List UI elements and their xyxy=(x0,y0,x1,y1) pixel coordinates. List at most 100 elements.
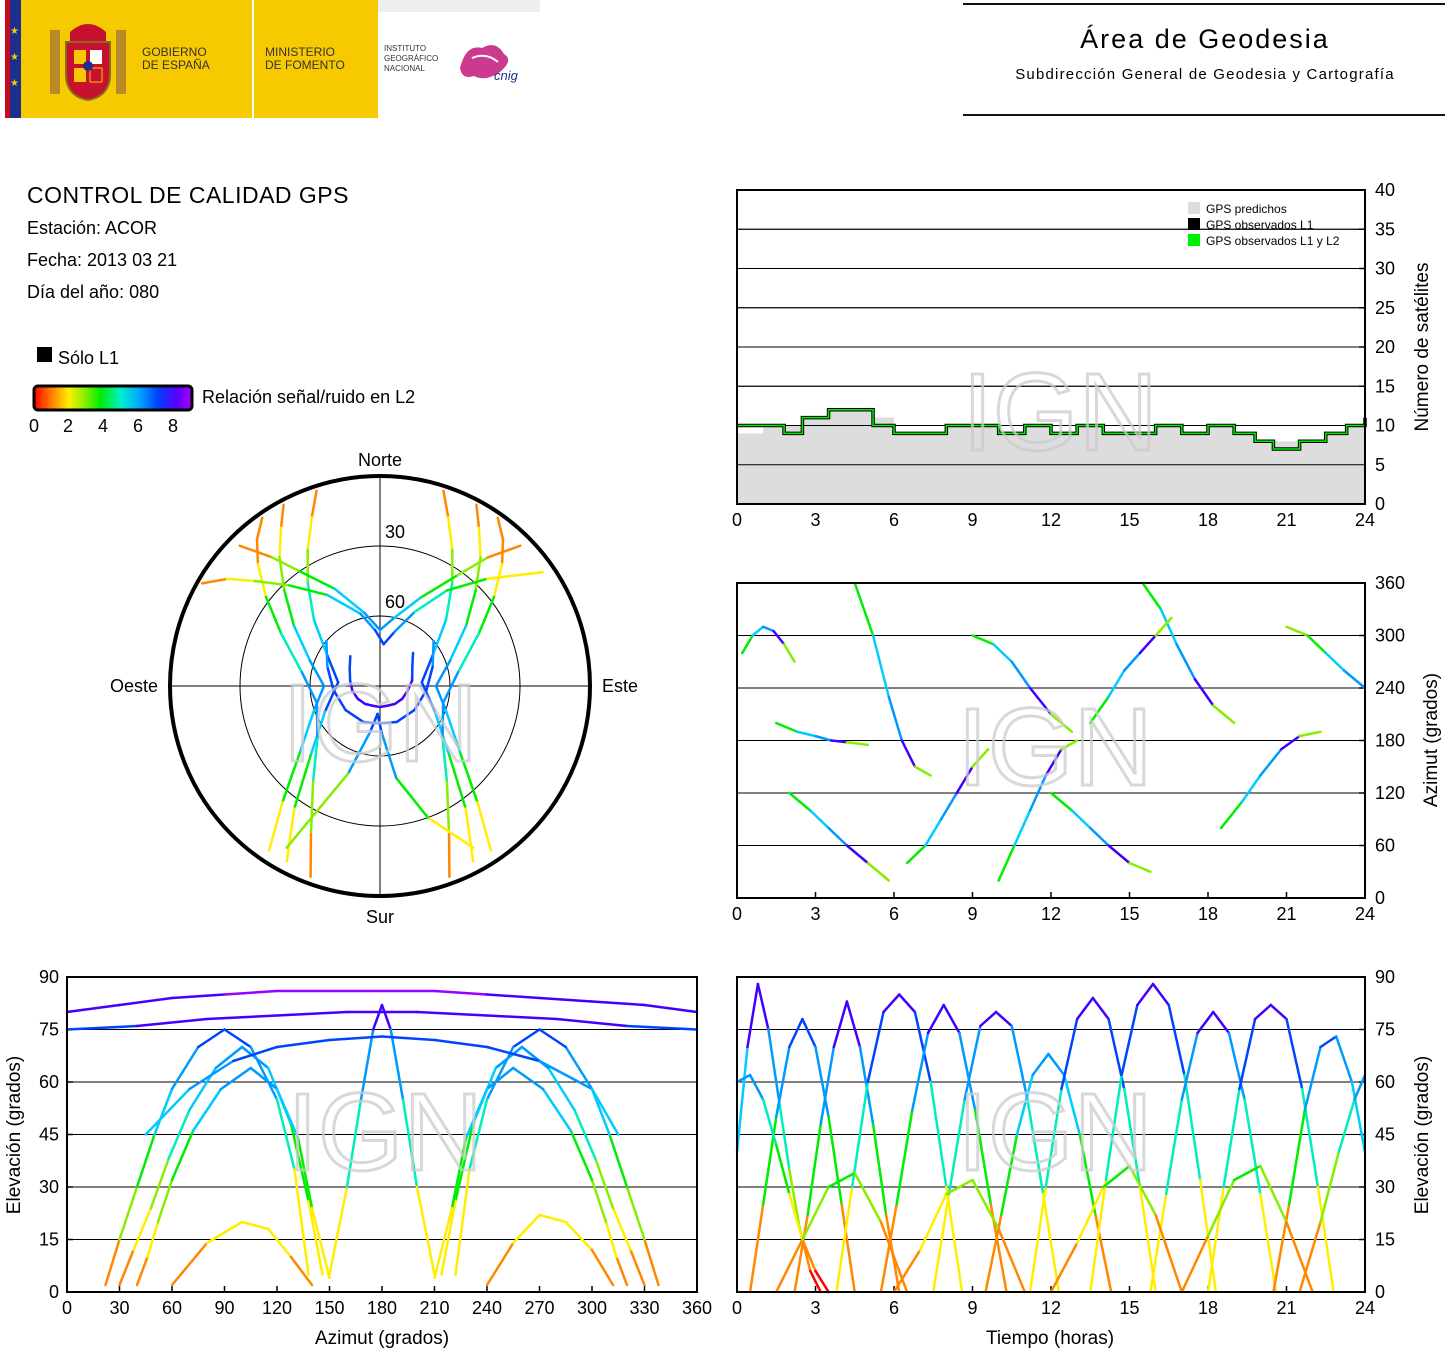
elevation_azimuth-track-7 xyxy=(275,1010,349,1017)
elev-az-xlabel: Azimut (grados) xyxy=(315,1328,449,1349)
elevation_azimuth-track-8 xyxy=(345,1098,363,1189)
elevation_azimuth-track-3 xyxy=(625,1185,646,1241)
azimuth_time-track-4 xyxy=(1028,686,1053,716)
elevation_azimuth-track-11 xyxy=(538,1213,567,1224)
elevation_azimuth-track-1 xyxy=(118,1248,135,1287)
skyplot-track-5 xyxy=(309,780,315,836)
elevation_azimuth-track-6 xyxy=(433,989,489,996)
elevation_time-track-14 xyxy=(945,1178,974,1196)
elevation_time-track-10 xyxy=(1269,1003,1288,1021)
skyplot-track-3 xyxy=(281,752,301,804)
elevation_time-xtick-label: 18 xyxy=(1198,1298,1218,1318)
skyplot-track-10 xyxy=(298,570,336,590)
solo-l1-swatch xyxy=(37,347,52,362)
elevation_time-track-4 xyxy=(958,1031,977,1112)
elevation_azimuth-chart: 0 15 30 45 60 75 90 0 30 60 90 120 150 180 210 240 270 30… xyxy=(4,967,712,1349)
skyplot-track-10 xyxy=(333,587,366,615)
elevation_time-track-9 xyxy=(1211,1010,1231,1035)
elevation_time-track-4 xyxy=(895,1108,914,1206)
elevation_time-track-2 xyxy=(832,1000,849,1049)
elevation_time-track-8 xyxy=(1104,1073,1123,1182)
azimuth_time-track-10 xyxy=(997,844,1016,882)
elevation_azimuth-track-4 xyxy=(573,1108,597,1161)
elevation_azimuth-track-5 xyxy=(569,1129,594,1182)
elevation_azimuth-track-7 xyxy=(65,1024,139,1031)
elevation_time-track-14 xyxy=(918,1192,948,1252)
elev-time-ylabel: Elevación (grados) xyxy=(1412,1056,1433,1214)
azimuth_time-track-10 xyxy=(1028,774,1048,812)
svg-text:★: ★ xyxy=(10,78,19,89)
skyplot-track-6 xyxy=(393,697,404,706)
elevation_time-track-7 xyxy=(1044,1087,1063,1189)
elevation_time-track-6 xyxy=(1015,1073,1034,1136)
elevation_azimuth-track-0 xyxy=(293,1168,310,1276)
elevation_azimuth-track-3 xyxy=(608,1133,629,1189)
satellites-ytick-label: 0 xyxy=(1375,494,1385,514)
elevation_time-track-4 xyxy=(911,1031,930,1112)
skyplot-track-0 xyxy=(475,503,481,529)
elevation_time-track-0 xyxy=(746,982,760,1049)
elevation_time-xtick-label: 24 xyxy=(1355,1298,1375,1318)
azimuth_time-track-10 xyxy=(1044,748,1063,777)
azimuth_time-chart: 0 60 120 180 240 300 360 0 3 6 9 12 15 18 21 24 Azimut (… xyxy=(732,573,1442,924)
elevation_time-track-2 xyxy=(845,1000,862,1049)
azimuth_time-track-11 xyxy=(1154,616,1173,637)
skyplot-track-1 xyxy=(448,754,467,810)
elevation_time-track-2 xyxy=(793,1213,809,1294)
elevation_time-xtick-label: 0 xyxy=(732,1298,742,1318)
elevation_azimuth-ytick-label: 75 xyxy=(39,1020,59,1040)
elevation_time-track-13 xyxy=(775,1238,804,1294)
snr-tick-8: 8 xyxy=(168,416,179,436)
elevation_time-track-6 xyxy=(1000,1133,1019,1217)
elevation_time-track-16 xyxy=(1259,1164,1288,1224)
elevation_time-track-3 xyxy=(882,993,901,1014)
elevation_azimuth-xtick-label: 360 xyxy=(682,1298,712,1318)
elevation_azimuth-track-2 xyxy=(296,1136,314,1210)
skyplot-track-9 xyxy=(359,612,377,632)
elevation_time-track-4 xyxy=(879,1203,898,1294)
elevation_azimuth-track-5 xyxy=(590,1178,608,1224)
elevation_time-track-1 xyxy=(775,1045,791,1119)
elevation_time-track-3 xyxy=(850,1080,870,1189)
azimuth_time-track-3 xyxy=(971,748,990,768)
elevation_time-track-5 xyxy=(979,1010,998,1028)
elevation_time-track-13 xyxy=(853,1171,883,1224)
elevation_time-frame xyxy=(736,976,1366,1293)
skyplot-track-2 xyxy=(496,516,505,541)
elevation_time-track-12 xyxy=(775,1143,791,1196)
snr-label: Relación señal/ruido en L2 xyxy=(202,387,416,407)
elevation_time-track-10 xyxy=(1206,1185,1225,1294)
elevation_azimuth-track-11 xyxy=(512,1213,541,1245)
elevation_azimuth-ytick-label: 30 xyxy=(39,1177,59,1197)
elevation_azimuth-track-11 xyxy=(564,1220,594,1252)
elevation_azimuth-track-5 xyxy=(450,1136,468,1210)
skyplot-track-3 xyxy=(267,800,284,852)
elevation_azimuth-xtick-label: 300 xyxy=(577,1298,607,1318)
azimuth_time-xtick-label: 15 xyxy=(1119,904,1139,924)
elevation_time-track-11 xyxy=(1334,1035,1354,1084)
elevation_azimuth-track-4 xyxy=(454,1122,475,1203)
elevation_azimuth-track-2 xyxy=(170,1129,195,1182)
skyplot-track-9 xyxy=(288,584,329,597)
elevation_azimuth-track-7 xyxy=(485,1014,559,1021)
satellites-ytick-label: 25 xyxy=(1375,298,1395,318)
skyplot-track-8 xyxy=(394,776,430,819)
satellites-legend-label: GPS observados L1 xyxy=(1206,218,1314,232)
skyplot-track-7 xyxy=(325,639,329,669)
header-bottom-rule xyxy=(963,114,1445,116)
elevation_azimuth-track-6 xyxy=(118,996,174,1007)
skyplot-track-8 xyxy=(346,730,372,775)
satellites-xtick-label: 18 xyxy=(1198,510,1218,530)
skyplot-track-8 xyxy=(285,772,350,849)
elevation_time-track-17 xyxy=(1298,1220,1322,1294)
elevation_time-ytick-label: 60 xyxy=(1375,1072,1395,1092)
elevation_time-track-12 xyxy=(735,1073,752,1084)
elevation_time-track-11 xyxy=(1303,1045,1322,1112)
skyplot-track-10 xyxy=(456,556,490,577)
elevation_time-track-10 xyxy=(1253,1003,1273,1021)
elevation_time-track-17 xyxy=(1337,1098,1356,1154)
satellites-xtick-label: 21 xyxy=(1276,510,1296,530)
skyplot-track-9 xyxy=(326,593,362,616)
elevation_azimuth-ytick-label: 45 xyxy=(39,1125,59,1145)
elevation_azimuth-track-10 xyxy=(267,1227,293,1259)
